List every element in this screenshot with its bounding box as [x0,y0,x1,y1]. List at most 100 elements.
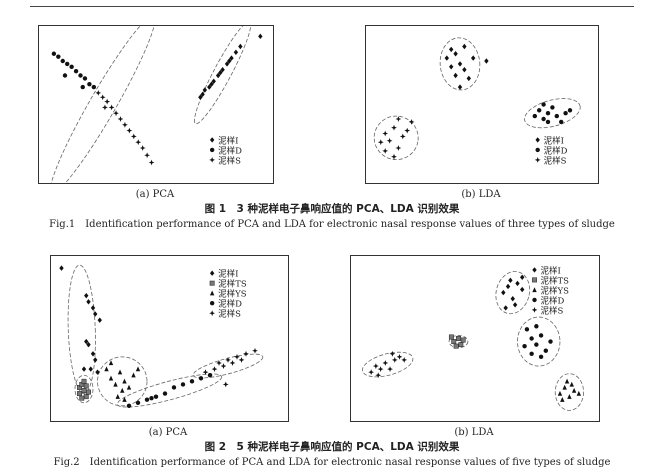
data-point [243,350,249,357]
data-point [386,137,393,144]
data-point [545,119,551,125]
data-point [215,72,221,79]
data-point [562,384,567,390]
data-point [460,337,466,343]
data-point [457,61,463,67]
data-point [389,350,396,357]
cluster-ellipse [50,26,156,183]
data-point [202,369,209,376]
legend-label: 泥样I [218,135,238,146]
cluster-ellipse [194,26,252,125]
data-point [554,113,559,119]
data-point [95,369,100,375]
data-point [382,130,389,137]
data-point [93,311,98,317]
legend-marker [209,157,216,163]
data-point [458,342,464,348]
data-point [81,378,87,384]
data-point [382,360,389,366]
data-point [567,108,573,113]
data-point [543,348,548,353]
data-point [130,133,137,140]
data-point [451,339,457,345]
data-point [171,385,177,390]
data-point [135,400,141,405]
data-point [209,81,214,87]
legend-marker [209,310,216,317]
cluster-ellipse [116,373,223,408]
data-point [258,33,263,40]
data-point [382,148,389,154]
data-point [87,82,92,87]
data-point [99,94,106,101]
legend-marker [531,307,538,313]
data-point [78,73,83,78]
data-point [113,381,118,387]
data-point [534,342,539,347]
data-point [202,87,208,93]
data-point [120,387,125,393]
cluster-ellipse [495,271,531,315]
data-point [560,397,565,402]
data-point [225,357,231,363]
data-point [224,61,230,67]
data-point [220,67,225,73]
data-point [211,366,218,372]
data-point [113,110,119,117]
data-point [529,351,534,356]
data-point [557,390,563,396]
data-point [395,116,402,122]
data-point [97,317,102,323]
legend-marker [532,297,537,303]
data-point [90,351,96,357]
data-point [391,357,398,363]
data-point [198,94,203,100]
data-point [404,127,411,134]
data-point [198,376,204,381]
data-point [462,67,467,73]
data-point [82,76,88,81]
data-point [79,395,85,401]
data-point [91,84,97,90]
data-point [149,395,154,401]
data-point [81,366,87,372]
data-point [399,133,406,140]
data-point [238,43,243,50]
data-point [391,124,397,131]
legend-marker [532,277,537,283]
data-point [391,153,397,160]
data-point [576,390,582,396]
cluster-ellipse [192,353,264,379]
fig2-pca-subtitle: (a) PCA [148,427,188,438]
fig2-caption-en: Fig.2 Identification performance of PCA … [53,457,611,468]
data-point [229,55,234,61]
legend-label: 泥样S [544,155,567,166]
data-point [200,91,205,98]
data-point [216,360,222,366]
data-point [569,381,574,387]
data-point [84,292,89,299]
data-point [466,75,471,82]
legend-label: 泥样TS [218,279,247,290]
data-point [122,121,128,128]
data-point [83,383,89,389]
legend-label: 泥样D [218,145,242,156]
data-point [234,353,240,360]
legend-label: 泥样D [544,145,568,156]
data-point [368,369,375,376]
legend-label: 泥样YS [218,289,247,300]
data-point [484,58,489,64]
data-point [104,98,111,105]
cluster-ellipse [373,115,419,161]
data-point [449,64,454,70]
data-point [144,397,150,402]
data-point [93,357,98,363]
data-point [238,357,245,363]
data-point [453,51,458,57]
data-point [372,363,379,369]
cluster-ellipse [524,98,581,129]
data-point [505,283,511,290]
data-point [512,302,518,308]
